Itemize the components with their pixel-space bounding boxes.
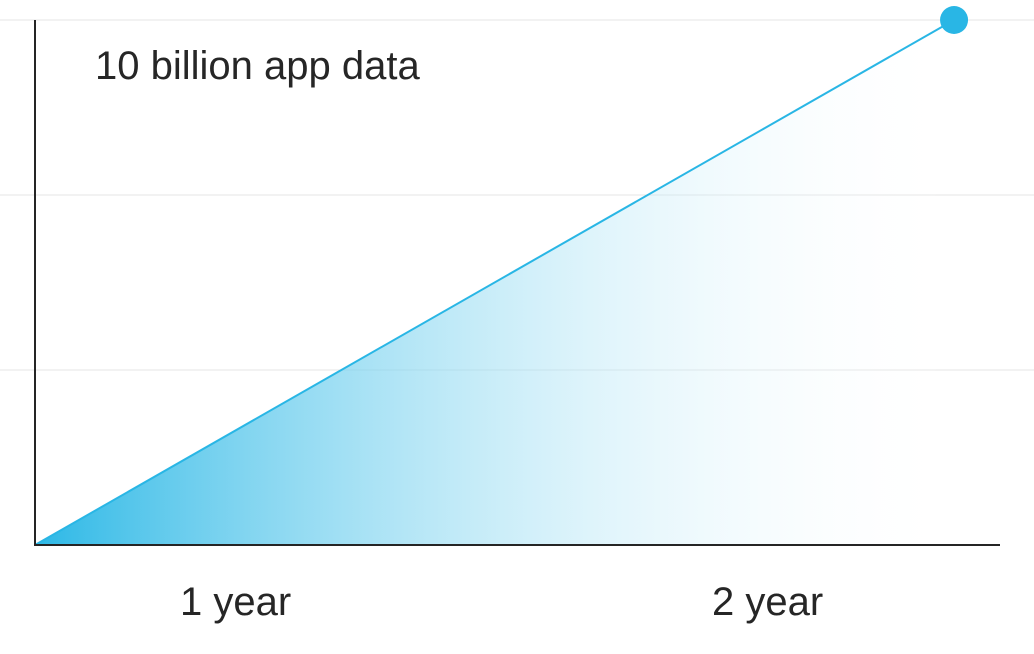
area-chart (0, 0, 1034, 654)
chart-container: 10 billion app data 1 year 2 year (0, 0, 1034, 654)
chart-title: 10 billion app data (95, 44, 420, 89)
endpoint-marker (940, 6, 968, 34)
x-tick-label: 2 year (712, 580, 823, 625)
x-tick-label: 1 year (180, 580, 291, 625)
